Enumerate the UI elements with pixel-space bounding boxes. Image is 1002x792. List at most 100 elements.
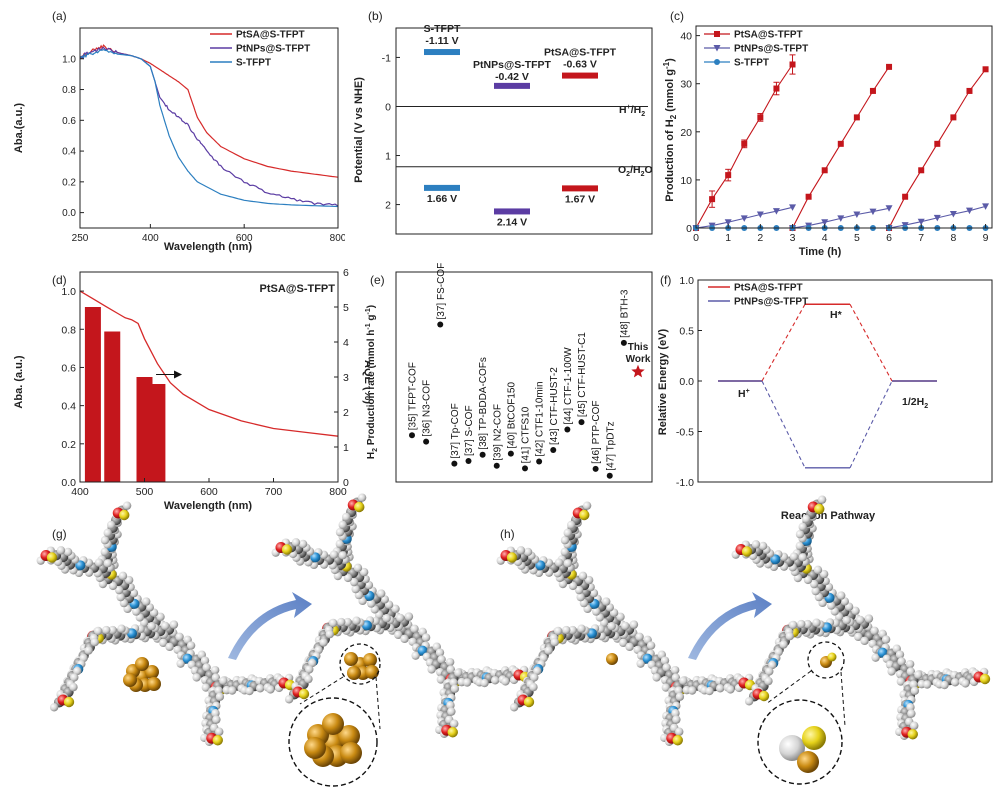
atom-hydrogen [325, 630, 334, 639]
atom-hydrogen [842, 616, 851, 625]
legend-label: S-TFPT [236, 58, 271, 69]
data-point [522, 465, 528, 472]
molecule-h-before [496, 501, 756, 746]
atom-platinum [365, 665, 379, 679]
atom-hydrogen [84, 646, 93, 655]
atom-hydrogen [905, 659, 915, 669]
atom-sulfur [802, 726, 826, 750]
atom-hydrogen [797, 619, 806, 629]
point-label: [46] PTP-COF [591, 401, 602, 464]
chart-d-bars [84, 307, 166, 482]
x-tick-label: 700 [265, 486, 283, 498]
atom-hydrogen [437, 655, 446, 664]
x-tick-label: 5 [854, 232, 860, 244]
y-tick-label-right: 3 [343, 372, 349, 384]
atom-hydrogen [854, 632, 863, 642]
atom-hydrogen [602, 597, 611, 606]
atom-nitrogen [587, 628, 598, 639]
atom-hydrogen [169, 620, 179, 629]
atom-hydrogen [108, 581, 118, 591]
atom-sulfur [672, 735, 683, 746]
y-tick-label: 0.2 [62, 177, 76, 188]
atom-sulfur [579, 509, 590, 521]
atom-hydrogen [566, 520, 576, 530]
chart-f-legend: PtSA@S-TFPT PtNPs@S-TFPT [708, 283, 808, 308]
atom-hydrogen [445, 657, 455, 667]
atom-hydrogen [118, 571, 128, 581]
aqe-bar [149, 384, 166, 482]
point-label: [37] S-COF [464, 405, 475, 456]
atom-hydrogen [910, 686, 920, 695]
atom-hydrogen [809, 579, 819, 589]
marker-square [982, 66, 989, 73]
marker-square [886, 63, 893, 70]
atom-hydrogen [907, 709, 916, 718]
atom-hydrogen [576, 592, 585, 602]
atom-hydrogen [672, 715, 681, 724]
vb-bar [562, 185, 598, 192]
point-label: [44] CTF-1-100W [563, 347, 574, 425]
atom-hydrogen [335, 528, 345, 537]
atom-platinum [347, 666, 361, 680]
legend-label: PtNPs@S-TFPT [734, 44, 808, 55]
point-label: [43] CTF-HUST-2 [549, 367, 560, 445]
atom-hydrogen [881, 635, 891, 644]
atom-hydrogen [961, 679, 970, 688]
x-tick-label: 9 [983, 232, 989, 244]
atom-hydrogen [560, 536, 570, 545]
atom-hydrogen [142, 597, 151, 606]
marker-square [869, 87, 876, 94]
chart-a-legend: PtSA@S-TFPT PtNPs@S-TFPT S-TFPT [210, 30, 310, 69]
series-line-2 [79, 48, 339, 208]
atom-hydrogen [887, 667, 896, 676]
state-half-h2: 1/2H2 [902, 396, 928, 410]
data-point [606, 472, 613, 479]
y-tick-label-right: 4 [343, 337, 349, 349]
atom-sulfur [741, 546, 753, 557]
series-line-1 [79, 46, 339, 207]
y-tick-label: 0 [385, 101, 391, 113]
atom-hydrogen [245, 686, 254, 696]
atom-sulfur [298, 688, 310, 700]
marker-square [837, 140, 844, 147]
y-tick-label: 20 [680, 127, 692, 139]
x-tick-label: 400 [71, 486, 89, 498]
atom-hydrogen [156, 612, 165, 622]
atom-platinum [147, 677, 161, 691]
atom-hydrogen [744, 697, 754, 706]
y-tick-label-left: 0.2 [61, 439, 76, 451]
marker-triangle [949, 211, 957, 218]
y-tick-label: -1 [382, 52, 391, 64]
atom-hydrogen [49, 703, 59, 712]
y-tick-label: 1.0 [62, 54, 76, 65]
atom-hydrogen [758, 541, 768, 551]
atom-hydrogen [56, 546, 66, 555]
panel-label-b: (b) [368, 9, 383, 23]
atom-hydrogen [646, 641, 656, 650]
atom-hydrogen [851, 606, 860, 616]
x-tick-label: 600 [236, 233, 253, 244]
atom-hydrogen [106, 520, 116, 530]
point-label: [35] TFPT-COF [408, 362, 419, 430]
atom-hydrogen [255, 684, 265, 693]
cb-bar [424, 49, 460, 56]
marker-triangle [821, 219, 829, 226]
atom-sulfur [979, 673, 991, 685]
zoom-callout-h [757, 641, 846, 785]
atom-hydrogen [578, 571, 588, 581]
marker-triangle [869, 208, 877, 216]
atom-hydrogen [803, 619, 812, 629]
x-tick-label: 8 [950, 232, 956, 244]
plot-frame [395, 271, 653, 483]
plot-frame [395, 27, 653, 235]
atom-hydrogen [530, 673, 539, 682]
atom-hydrogen [436, 675, 446, 684]
atom-hydrogen [103, 528, 112, 538]
vb-bar [424, 184, 460, 191]
atom-hydrogen [357, 493, 367, 502]
plot-frame [695, 25, 993, 229]
marker-triangle [772, 208, 780, 215]
atom-hydrogen [837, 591, 846, 600]
marker-square [853, 114, 860, 121]
atom-nitrogen [127, 628, 138, 639]
